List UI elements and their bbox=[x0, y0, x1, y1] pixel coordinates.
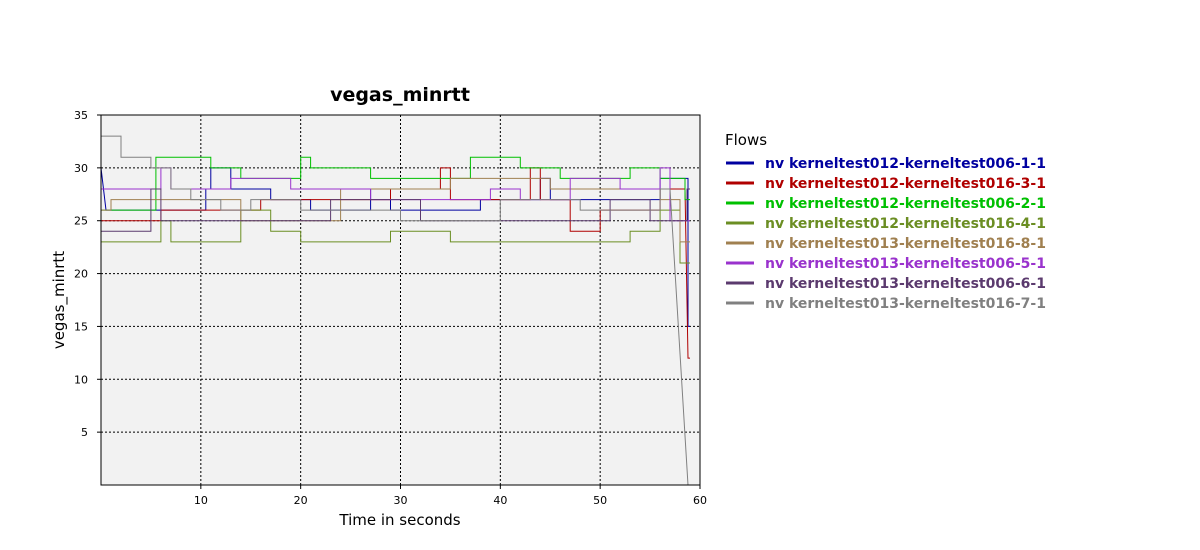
y-tick-label: 10 bbox=[74, 373, 88, 386]
y-tick-label: 15 bbox=[74, 320, 88, 333]
x-tick-label: 60 bbox=[693, 494, 707, 507]
series-lines bbox=[100, 135, 690, 486]
legend: nv kerneltest012-kerneltest006-1-1 nv ker… bbox=[726, 156, 1046, 312]
series-line-3 bbox=[101, 156, 690, 211]
legend-label-8: nv kerneltest013-kerneltest016-7-1 bbox=[765, 296, 1046, 312]
legend-label-3: nv kerneltest012-kerneltest006-2-1 bbox=[765, 196, 1046, 212]
y-tick-label: 30 bbox=[74, 162, 88, 175]
legend-label-4: nv kerneltest012-kerneltest016-4-1 bbox=[765, 216, 1046, 232]
legend-label-6: nv kerneltest013-kerneltest006-5-1 bbox=[765, 256, 1046, 272]
legend-title: Flows bbox=[725, 131, 767, 149]
y-tick-label: 25 bbox=[74, 215, 88, 228]
y-tick-label: 5 bbox=[81, 426, 88, 439]
series-line-4 bbox=[101, 209, 690, 264]
x-tick-label: 40 bbox=[493, 494, 507, 507]
legend-label-5: nv kerneltest013-kerneltest016-8-1 bbox=[765, 236, 1046, 252]
chart-title: vegas_minrtt bbox=[330, 84, 470, 106]
x-tick-label: 20 bbox=[294, 494, 308, 507]
x-tick-label: 10 bbox=[194, 494, 208, 507]
x-tick-label: 50 bbox=[593, 494, 607, 507]
y-tick-label: 20 bbox=[74, 268, 88, 281]
series-line-7 bbox=[101, 188, 690, 232]
legend-label-1: nv kerneltest012-kerneltest006-1-1 bbox=[765, 156, 1046, 172]
axis-ticks: 10 20 30 40 50 60 5 10 15 20 25 30 35 bbox=[74, 109, 707, 507]
x-axis-label: Time in seconds bbox=[338, 511, 460, 529]
series-line-8 bbox=[101, 135, 690, 486]
x-tick-label: 30 bbox=[394, 494, 408, 507]
y-axis-label: vegas_minrtt bbox=[50, 251, 69, 349]
legend-label-7: nv kerneltest013-kerneltest006-6-1 bbox=[765, 276, 1046, 292]
y-tick-label: 35 bbox=[74, 109, 88, 122]
legend-label-2: nv kerneltest012-kerneltest016-3-1 bbox=[765, 176, 1046, 192]
